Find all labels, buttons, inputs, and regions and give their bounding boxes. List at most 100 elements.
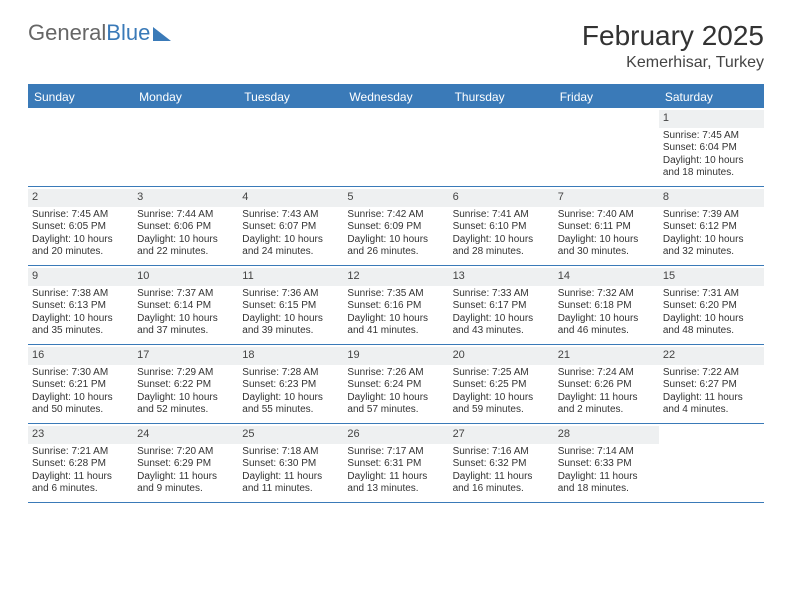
sunset-text: Sunset: 6:23 PM (242, 379, 339, 392)
sunrise-text: Sunrise: 7:28 AM (242, 367, 339, 380)
day-number: 6 (449, 189, 554, 207)
day-number: 25 (238, 426, 343, 444)
week-row: 23Sunrise: 7:21 AMSunset: 6:28 PMDayligh… (28, 424, 764, 503)
day-cell: 16Sunrise: 7:30 AMSunset: 6:21 PMDayligh… (28, 345, 133, 423)
daylight-text: Daylight: 10 hours and 22 minutes. (137, 234, 234, 259)
day-cell: 9Sunrise: 7:38 AMSunset: 6:13 PMDaylight… (28, 266, 133, 344)
daylight-text: Daylight: 11 hours and 4 minutes. (663, 392, 760, 417)
sunset-text: Sunset: 6:11 PM (558, 221, 655, 234)
day-cell: 22 Sunrise: 7:22 AMSunset: 6:27 PMDayligh… (659, 345, 764, 423)
day-number: 14 (554, 268, 659, 286)
sunset-text: Sunset: 6:29 PM (137, 458, 234, 471)
sunrise-text: Sunrise: 7:16 AM (453, 446, 550, 459)
day-number: 5 (343, 189, 448, 207)
day-cell: 7Sunrise: 7:40 AMSunset: 6:11 PMDaylight… (554, 187, 659, 265)
sunrise-text: Sunrise: 7:43 AM (242, 209, 339, 222)
daylight-text: Daylight: 11 hours and 11 minutes. (242, 471, 339, 496)
day-number: 22 (659, 347, 764, 365)
day-number: 19 (343, 347, 448, 365)
day-cell: 11Sunrise: 7:36 AMSunset: 6:15 PMDayligh… (238, 266, 343, 344)
day-cell: 27 Sunrise: 7:16 AMSunset: 6:32 PMDayligh… (449, 424, 554, 502)
day-cell: 10Sunrise: 7:37 AMSunset: 6:14 PMDayligh… (133, 266, 238, 344)
sunset-text: Sunset: 6:25 PM (453, 379, 550, 392)
day-cell: 8Sunrise: 7:39 AMSunset: 6:12 PMDaylight… (659, 187, 764, 265)
sunset-text: Sunset: 6:24 PM (347, 379, 444, 392)
day-number: 13 (449, 268, 554, 286)
weekday-header: Wednesday (343, 86, 448, 108)
day-cell: 14Sunrise: 7:32 AMSunset: 6:18 PMDayligh… (554, 266, 659, 344)
sunset-text: Sunset: 6:05 PM (32, 221, 129, 234)
day-cell: 15Sunrise: 7:31 AMSunset: 6:20 PMDayligh… (659, 266, 764, 344)
empty-cell (343, 108, 448, 186)
sunset-text: Sunset: 6:12 PM (663, 221, 760, 234)
daylight-text: Daylight: 10 hours and 46 minutes. (558, 313, 655, 338)
sunset-text: Sunset: 6:16 PM (347, 300, 444, 313)
sunset-text: Sunset: 6:22 PM (137, 379, 234, 392)
daylight-text: Daylight: 11 hours and 18 minutes. (558, 471, 655, 496)
day-number: 23 (28, 426, 133, 444)
month-title: February 2025 (582, 20, 764, 52)
weekday-header: Sunday (28, 86, 133, 108)
sunrise-text: Sunrise: 7:41 AM (453, 209, 550, 222)
empty-cell (133, 108, 238, 186)
day-cell: 17Sunrise: 7:29 AMSunset: 6:22 PMDayligh… (133, 345, 238, 423)
sunrise-text: Sunrise: 7:40 AM (558, 209, 655, 222)
day-number: 3 (133, 189, 238, 207)
day-cell: 21Sunrise: 7:24 AMSunset: 6:26 PMDayligh… (554, 345, 659, 423)
daylight-text: Daylight: 11 hours and 16 minutes. (453, 471, 550, 496)
sunset-text: Sunset: 6:32 PM (453, 458, 550, 471)
sunset-text: Sunset: 6:33 PM (558, 458, 655, 471)
logo: GeneralBlue (28, 20, 171, 46)
daylight-text: Daylight: 10 hours and 28 minutes. (453, 234, 550, 259)
empty-cell (28, 108, 133, 186)
day-number: 10 (133, 268, 238, 286)
day-number: 8 (659, 189, 764, 207)
empty-cell (449, 108, 554, 186)
sunset-text: Sunset: 6:27 PM (663, 379, 760, 392)
daylight-text: Daylight: 10 hours and 43 minutes. (453, 313, 550, 338)
sunrise-text: Sunrise: 7:25 AM (453, 367, 550, 380)
daylight-text: Daylight: 10 hours and 52 minutes. (137, 392, 234, 417)
day-number: 17 (133, 347, 238, 365)
sunrise-text: Sunrise: 7:22 AM (663, 367, 760, 380)
daylight-text: Daylight: 10 hours and 50 minutes. (32, 392, 129, 417)
sunrise-text: Sunrise: 7:30 AM (32, 367, 129, 380)
sunset-text: Sunset: 6:06 PM (137, 221, 234, 234)
day-cell: 4Sunrise: 7:43 AMSunset: 6:07 PMDaylight… (238, 187, 343, 265)
day-number: 16 (28, 347, 133, 365)
weekday-header: Saturday (659, 86, 764, 108)
day-number: 28 (554, 426, 659, 444)
daylight-text: Daylight: 10 hours and 37 minutes. (137, 313, 234, 338)
day-cell: 19Sunrise: 7:26 AMSunset: 6:24 PMDayligh… (343, 345, 448, 423)
day-number: 15 (659, 268, 764, 286)
daylight-text: Daylight: 10 hours and 26 minutes. (347, 234, 444, 259)
sunset-text: Sunset: 6:07 PM (242, 221, 339, 234)
sunrise-text: Sunrise: 7:44 AM (137, 209, 234, 222)
day-cell: 12Sunrise: 7:35 AMSunset: 6:16 PMDayligh… (343, 266, 448, 344)
day-cell: 26Sunrise: 7:17 AMSunset: 6:31 PMDayligh… (343, 424, 448, 502)
logo-text-1: General (28, 20, 106, 46)
day-cell: 1Sunrise: 7:45 AMSunset: 6:04 PMDaylight… (659, 108, 764, 186)
sunrise-text: Sunrise: 7:42 AM (347, 209, 444, 222)
sunrise-text: Sunrise: 7:45 AM (663, 130, 760, 143)
sunset-text: Sunset: 6:14 PM (137, 300, 234, 313)
day-cell: 25Sunrise: 7:18 AMSunset: 6:30 PMDayligh… (238, 424, 343, 502)
day-cell: 2Sunrise: 7:45 AMSunset: 6:05 PMDaylight… (28, 187, 133, 265)
daylight-text: Daylight: 10 hours and 35 minutes. (32, 313, 129, 338)
daylight-text: Daylight: 10 hours and 18 minutes. (663, 155, 760, 180)
day-number: 12 (343, 268, 448, 286)
sunrise-text: Sunrise: 7:20 AM (137, 446, 234, 459)
title-block: February 2025 Kemerhisar, Turkey (582, 20, 764, 72)
day-number: 27 (449, 426, 554, 444)
day-cell: 23Sunrise: 7:21 AMSunset: 6:28 PMDayligh… (28, 424, 133, 502)
sunrise-text: Sunrise: 7:24 AM (558, 367, 655, 380)
day-number: 1 (659, 110, 764, 128)
week-row: 16Sunrise: 7:30 AMSunset: 6:21 PMDayligh… (28, 345, 764, 424)
week-row: 9Sunrise: 7:38 AMSunset: 6:13 PMDaylight… (28, 266, 764, 345)
sunrise-text: Sunrise: 7:38 AM (32, 288, 129, 301)
sunset-text: Sunset: 6:10 PM (453, 221, 550, 234)
sunrise-text: Sunrise: 7:32 AM (558, 288, 655, 301)
daylight-text: Daylight: 10 hours and 30 minutes. (558, 234, 655, 259)
sunset-text: Sunset: 6:31 PM (347, 458, 444, 471)
day-cell: 24Sunrise: 7:20 AMSunset: 6:29 PMDayligh… (133, 424, 238, 502)
